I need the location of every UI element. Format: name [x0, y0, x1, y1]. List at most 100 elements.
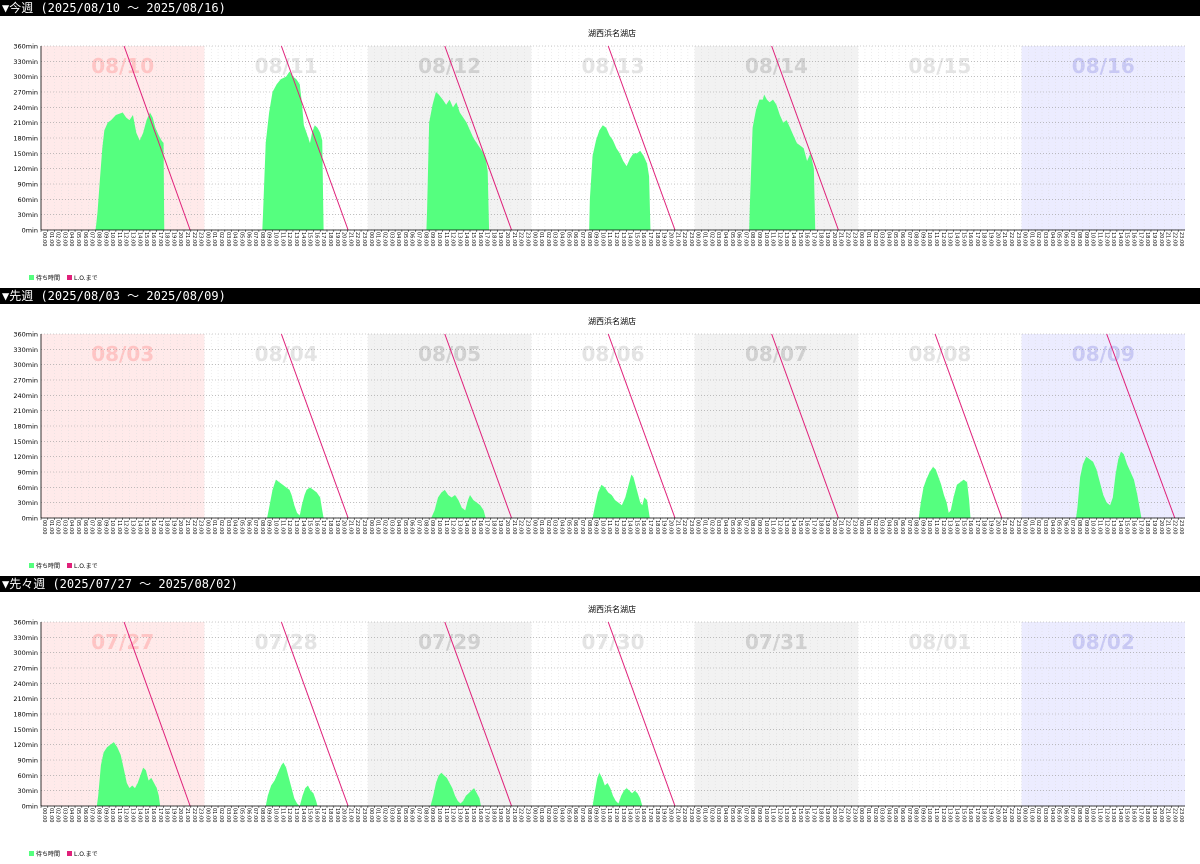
x-tick-label: 11:00 [606, 520, 612, 534]
x-tick-label: 15:00 [143, 520, 149, 534]
x-tick-label: 10:00 [926, 520, 932, 534]
x-tick-label: 04:00 [395, 232, 401, 246]
y-tick-label: 210min [13, 407, 38, 415]
x-tick-label: 13:00 [293, 520, 299, 534]
x-tick-label: 02:00 [872, 808, 878, 822]
x-tick-label: 10:00 [273, 232, 279, 246]
x-tick-label: 17:00 [810, 808, 816, 822]
x-tick-label: 15:00 [797, 808, 803, 822]
x-tick-label: 03:00 [225, 232, 231, 246]
day-label: 08/09 [1072, 342, 1135, 366]
x-tick-label: 08:00 [95, 808, 101, 822]
x-tick-label: 23:00 [1178, 520, 1184, 534]
x-tick-label: 08:00 [1076, 520, 1082, 534]
x-tick-label: 12:00 [940, 232, 946, 246]
x-tick-label: 23:00 [1015, 808, 1021, 822]
x-tick-label: 07:00 [906, 232, 912, 246]
x-tick-label: 13:00 [456, 520, 462, 534]
x-tick-label: 08:00 [749, 808, 755, 822]
x-tick-label: 10:00 [273, 808, 279, 822]
x-tick-label: 09:00 [429, 232, 435, 246]
x-tick-label: 18:00 [654, 520, 660, 534]
x-tick-label: 10:00 [599, 520, 605, 534]
x-tick-label: 12:00 [1103, 808, 1109, 822]
x-tick-label: 12:00 [776, 232, 782, 246]
x-tick-label: 06:00 [899, 520, 905, 534]
x-tick-label: 22:00 [518, 520, 524, 534]
x-tick-label: 12:00 [286, 808, 292, 822]
x-tick-label: 04:00 [395, 808, 401, 822]
y-tick-label: 150min [13, 150, 38, 158]
x-tick-label: 20:00 [341, 232, 347, 246]
x-tick-label: 13:00 [620, 520, 626, 534]
x-tick-label: 01:00 [375, 808, 381, 822]
x-tick-label: 05:00 [75, 520, 81, 534]
x-tick-label: 07:00 [579, 520, 585, 534]
x-tick-label: 00:00 [204, 808, 210, 822]
x-tick-label: 23:00 [524, 808, 530, 822]
x-tick-label: 17:00 [810, 232, 816, 246]
x-tick-label: 22:00 [1171, 808, 1177, 822]
y-tick-label: 330min [13, 58, 38, 66]
day-label: 08/11 [255, 54, 318, 78]
x-tick-label: 07:00 [252, 232, 258, 246]
y-tick-label: 60min [17, 196, 38, 204]
x-tick-label: 13:00 [783, 808, 789, 822]
x-tick-label: 05:00 [729, 520, 735, 534]
x-tick-label: 14:00 [463, 232, 469, 246]
x-tick-label: 19:00 [170, 808, 176, 822]
x-tick-label: 21:00 [1001, 520, 1007, 534]
x-tick-label: 22:00 [681, 520, 687, 534]
x-tick-label: 22:00 [518, 232, 524, 246]
y-tick-label: 180min [13, 135, 38, 143]
x-tick-label: 11:00 [933, 232, 939, 246]
x-tick-label: 22:00 [681, 232, 687, 246]
x-tick-label: 13:00 [456, 808, 462, 822]
x-tick-label: 12:00 [1103, 520, 1109, 534]
x-tick-label: 04:00 [68, 520, 74, 534]
x-tick-label: 01:00 [48, 808, 54, 822]
x-tick-label: 15:00 [1124, 232, 1130, 246]
x-tick-label: 12:00 [613, 232, 619, 246]
x-tick-label: 13:00 [456, 232, 462, 246]
x-tick-label: 23:00 [1015, 520, 1021, 534]
x-tick-label: 08:00 [586, 232, 592, 246]
x-tick-label: 05:00 [1056, 520, 1062, 534]
x-tick-label: 10:00 [763, 808, 769, 822]
y-tick-label: 0min [22, 803, 38, 811]
x-tick-label: 07:00 [579, 808, 585, 822]
x-tick-label: 20:00 [504, 520, 510, 534]
x-tick-label: 02:00 [872, 232, 878, 246]
x-tick-label: 18:00 [1144, 520, 1150, 534]
x-tick-label: 03:00 [552, 808, 558, 822]
x-tick-label: 16:00 [313, 232, 319, 246]
x-tick-label: 09:00 [593, 808, 599, 822]
x-tick-label: 14:00 [136, 232, 142, 246]
x-tick-label: 09:00 [102, 808, 108, 822]
x-tick-label: 20:00 [341, 808, 347, 822]
legend-close-swatch [67, 275, 72, 280]
legend-wait-swatch [29, 851, 34, 856]
x-tick-label: 04:00 [68, 808, 74, 822]
x-tick-label: 01:00 [48, 232, 54, 246]
y-tick-label: 60min [17, 772, 38, 780]
x-tick-label: 11:00 [933, 520, 939, 534]
x-tick-label: 08:00 [749, 232, 755, 246]
x-tick-label: 20:00 [831, 520, 837, 534]
closing-time-line [607, 45, 676, 231]
x-tick-label: 01:00 [1028, 808, 1034, 822]
x-tick-label: 22:00 [1171, 232, 1177, 246]
x-tick-label: 00:00 [858, 808, 864, 822]
x-tick-label: 03:00 [879, 232, 885, 246]
x-tick-label: 23:00 [851, 232, 857, 246]
legend-wait-swatch [29, 563, 34, 568]
x-tick-label: 13:00 [130, 232, 136, 246]
x-tick-label: 20:00 [994, 232, 1000, 246]
y-tick-label: 240min [13, 104, 38, 112]
closing-time-line [771, 45, 839, 231]
x-tick-label: 14:00 [1117, 808, 1123, 822]
x-tick-label: 09:00 [1083, 520, 1089, 534]
y-tick-label: 300min [13, 649, 38, 657]
x-tick-label: 04:00 [885, 808, 891, 822]
x-tick-label: 16:00 [150, 520, 156, 534]
